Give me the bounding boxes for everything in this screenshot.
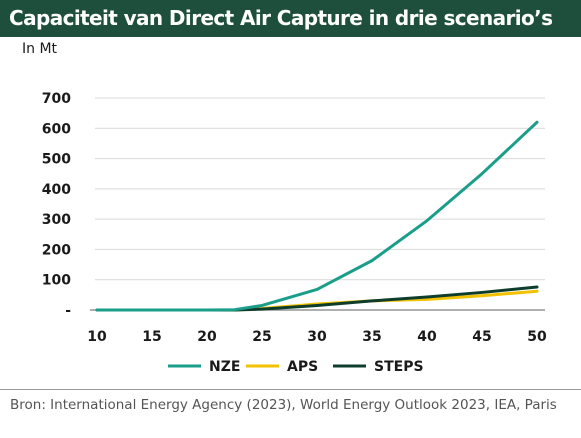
x-tick-label: 20 (197, 329, 217, 345)
y-tick-label: 400 (42, 182, 71, 198)
x-axis-tick-labels: 10 15 20 25 30 35 40 45 50 (87, 329, 547, 345)
y-tick-label: 600 (42, 121, 71, 137)
chart-title: Capaciteit van Direct Air Capture in dri… (0, 0, 581, 37)
x-tick-label: 10 (87, 329, 107, 345)
y-axis-tick-labels: - 100 200 300 400 500 600 700 (42, 91, 71, 319)
unit-label: In Mt (22, 41, 58, 57)
legend-label-nze: NZE (209, 359, 240, 375)
legend-label-steps: STEPS (374, 359, 424, 375)
y-tick-label: 300 (42, 212, 71, 228)
y-tick-label: 500 (42, 152, 71, 168)
x-tick-label: 50 (527, 329, 547, 345)
line-chart: - 100 200 300 400 500 600 700 10 15 20 25 30 35 40 45 5… (42, 91, 547, 375)
y-tick-label: 200 (42, 242, 71, 258)
divider (0, 389, 581, 390)
source-note: Bron: International Energy Agency (2023)… (10, 397, 557, 413)
x-tick-label: 35 (362, 329, 381, 345)
series-line-nze (95, 120, 539, 312)
y-tick-label: - (65, 303, 71, 319)
legend: NZE APS STEPS (168, 359, 424, 375)
legend-label-aps: APS (287, 359, 318, 375)
x-tick-label: 15 (142, 329, 161, 345)
y-tick-label: 100 (42, 273, 71, 289)
gridlines (95, 97, 545, 281)
x-tick-label: 25 (252, 329, 271, 345)
y-tick-label: 700 (42, 91, 71, 107)
x-tick-label: 40 (417, 329, 437, 345)
series-lines (95, 120, 539, 312)
x-tick-label: 30 (307, 329, 327, 345)
x-tick-label: 45 (472, 329, 491, 345)
